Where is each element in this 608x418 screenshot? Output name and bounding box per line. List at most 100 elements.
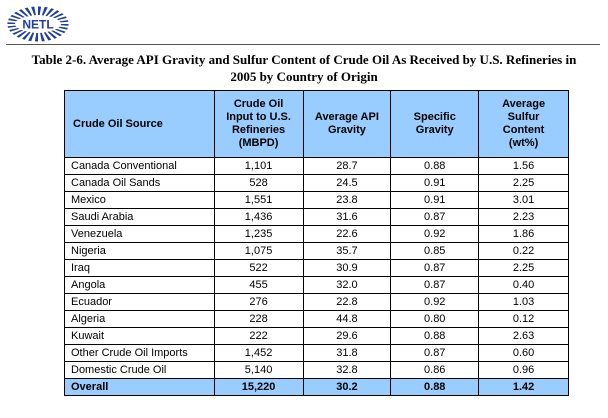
- table-cell-value: 15,220: [213, 378, 304, 396]
- table-cell-source: Canada Conventional: [64, 157, 215, 175]
- table-cell-value: 44.8: [302, 310, 392, 328]
- table-cell-value: 1,452: [213, 344, 304, 362]
- table-row: Algeria 228 44.8 0.80 0.12: [64, 310, 569, 328]
- logo-ray: [22, 31, 31, 40]
- logo-ray: [51, 13, 64, 20]
- column-header-line: Refineries: [231, 124, 286, 136]
- logo-ray: [50, 29, 62, 37]
- table-cell-value: 0.60: [478, 344, 569, 362]
- table-row: Saudi Arabia 1,436 31.6 0.87 2.23: [64, 208, 569, 226]
- table-cell-value: 23.8: [302, 191, 392, 209]
- column-header: Average API Gravity: [302, 90, 392, 158]
- table-cell-source: Other Crude Oil Imports: [64, 344, 215, 362]
- column-header-line: Average API: [314, 111, 379, 123]
- table-cell-value: 0.88: [390, 157, 480, 175]
- table-cell-source: Canada Oil Sands: [64, 174, 215, 192]
- table-caption: Table 2-6. Average API Gravity and Sulfu…: [0, 51, 608, 85]
- table-cell-value: 0.87: [390, 259, 480, 277]
- table-cell-value: 35.7: [302, 242, 392, 260]
- caption-line-1: Table 2-6. Average API Gravity and Sulfu…: [31, 52, 577, 67]
- column-header-line: Crude Oil: [233, 98, 284, 110]
- table-row: Mexico 1,551 23.8 0.91 3.01: [64, 191, 569, 209]
- table-cell-source: Mexico: [64, 191, 215, 209]
- logo-ray: [18, 9, 29, 17]
- table-cell-value: 2.25: [478, 174, 569, 192]
- logo-ray: [48, 10, 60, 18]
- table-cell-value: 1,235: [213, 225, 304, 243]
- table-cell-value: 1.56: [478, 157, 569, 175]
- column-header-line: Specific: [413, 111, 456, 123]
- table-cell-source: Kuwait: [64, 327, 215, 345]
- table-row: Venezuela 1,235 22.6 0.92 1.86: [64, 225, 569, 243]
- table-row: Domestic Crude Oil 5,140 32.8 0.86 0.96: [64, 361, 569, 379]
- logo-ray: [24, 7, 33, 16]
- table-cell-value: 0.92: [390, 225, 480, 243]
- logo-ray: [38, 6, 42, 15]
- table-cell-value: 2.63: [478, 327, 569, 345]
- table-cell-value: 0.91: [390, 191, 480, 209]
- column-header-line: Gravity: [327, 124, 366, 136]
- table-cell-value: 0.88: [390, 327, 480, 345]
- logo-ray: [47, 31, 58, 39]
- table-body: Canada Conventional 1,101 28.7 0.88 1.56 Cana…: [64, 157, 569, 396]
- table-cell-value: 28.7: [302, 157, 392, 175]
- table-cell-value: 5,140: [213, 361, 304, 379]
- table-cell-value: 0.12: [478, 310, 569, 328]
- table-cell-source: Venezuela: [64, 225, 215, 243]
- table-cell-source: Domestic Crude Oil: [64, 361, 215, 379]
- table-cell-source: Angola: [64, 276, 215, 294]
- column-header: Specific Gravity: [390, 90, 480, 158]
- table-cell-value: 22.6: [302, 225, 392, 243]
- table-cell-value: 2.23: [478, 208, 569, 226]
- column-header-line: Content: [502, 124, 545, 136]
- logo-ray: [31, 6, 36, 16]
- table-cell-value: 0.91: [390, 174, 480, 192]
- table-cell-value: 0.88: [390, 378, 480, 396]
- table-cell-value: 30.9: [302, 259, 392, 277]
- table-row: Other Crude Oil Imports 1,452 31.8 0.87 0.60: [64, 344, 569, 362]
- table-cell-value: 0.87: [390, 276, 480, 294]
- table-cell-value: 1,075: [213, 242, 304, 260]
- table-cell-value: 522: [213, 259, 304, 277]
- netl-logo: NETL: [6, 6, 72, 42]
- table-cell-value: 0.40: [478, 276, 569, 294]
- table-cell-value: 3.01: [478, 191, 569, 209]
- table-row: Ecuador 276 22.8 0.92 1.03: [64, 293, 569, 311]
- table-row: Angola 455 32.0 0.87 0.40: [64, 276, 569, 294]
- table-cell-value: 32.8: [302, 361, 392, 379]
- table-row-overall: Overall 15,220 30.2 0.88 1.42: [64, 378, 569, 396]
- table-cell-value: 528: [213, 174, 304, 192]
- table-cell-source: Algeria: [64, 310, 215, 328]
- table-cell-value: 0.87: [390, 344, 480, 362]
- column-header-line: Gravity: [415, 124, 454, 136]
- logo-ray: [28, 32, 35, 42]
- table-cell-source: Ecuador: [64, 293, 215, 311]
- logo-ray: [12, 28, 25, 35]
- table-cell-value: 0.85: [390, 242, 480, 260]
- crude-oil-table: Crude Oil Source Crude Oil Input to U.S. Re…: [64, 90, 569, 396]
- table-cell-value: 0.96: [478, 361, 569, 379]
- column-header-line: Average: [502, 98, 546, 110]
- column-header: Average Sulfur Content (wt%): [478, 90, 569, 158]
- table-cell-value: 222: [213, 327, 304, 345]
- logo-ray: [14, 11, 26, 19]
- column-header-line: (MBPD): [238, 137, 279, 149]
- table-cell-value: 31.8: [302, 344, 392, 362]
- table-cell-value: 30.2: [302, 378, 392, 396]
- table-row: Iraq 522 30.9 0.87 2.25: [64, 259, 569, 277]
- logo-ray: [41, 6, 48, 16]
- table-cell-value: 1.86: [478, 225, 569, 243]
- table-cell-value: 29.6: [302, 327, 392, 345]
- table-cell-value: 0.92: [390, 293, 480, 311]
- table-cell-value: 1,436: [213, 208, 304, 226]
- table-cell-value: 276: [213, 293, 304, 311]
- table-row: Kuwait 222 29.6 0.88 2.63: [64, 327, 569, 345]
- caption-line-2: 2005 by Country of Origin: [230, 69, 378, 84]
- table-cell-value: 1.03: [478, 293, 569, 311]
- table-cell-source: Overall: [64, 378, 215, 396]
- table-cell-value: 228: [213, 310, 304, 328]
- table-cell-value: 455: [213, 276, 304, 294]
- logo-text: NETL: [22, 18, 53, 32]
- table-cell-value: 1,101: [213, 157, 304, 175]
- table-cell-value: 0.87: [390, 208, 480, 226]
